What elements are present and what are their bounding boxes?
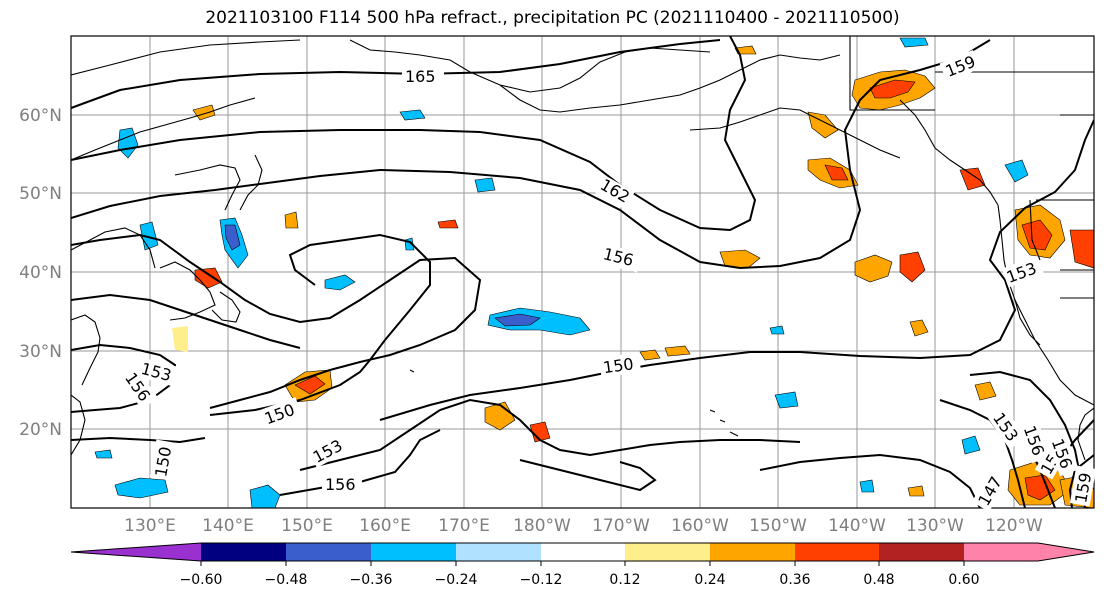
colorbar-swatch [795,543,879,561]
refractivity-contours [71,36,1094,508]
contour-labels: 165 162 159 156 153 150 153 156 150 153 … [119,49,1097,512]
colorbar-tick-label: 0.24 [694,572,725,588]
lon-label-150e: 150°E [281,516,333,536]
colorbar: −0.60 −0.48 −0.36 −0.24 −0.12 0.12 0.24 … [70,542,1095,588]
colorbar-swatch [201,543,286,561]
contour-label: 165 [405,67,436,86]
lon-label-160w: 160°W [671,516,729,536]
lat-label-40n: 40°N [19,263,62,283]
longitude-labels: 130°E 140°E 150°E 160°E 170°E 180°W 170°… [124,516,1043,536]
colorbar-swatch [879,543,964,561]
lon-label-140e: 140°E [202,516,254,536]
colorbar-tick-label: −0.48 [265,572,308,588]
lon-label-130e: 130°E [124,516,176,536]
contour-label: 150 [602,354,635,377]
lat-label-60n: 60°N [19,106,62,126]
lon-label-160e: 160°E [359,516,411,536]
lat-label-30n: 30°N [19,342,62,362]
colorbar-swatch [964,543,1038,561]
map-title: 2021103100 F114 500 hPa refract., precip… [205,8,900,28]
colorbar-swatch [625,543,710,561]
lat-label-20n: 20°N [19,420,62,440]
lon-label-130w: 130°W [906,516,964,536]
colorbar-extend-high [1038,543,1094,561]
colorbar-tick-label: −0.12 [520,572,563,588]
colorbar-tick-label: 0.48 [863,572,894,588]
colorbar-tick-label: −0.36 [350,572,393,588]
gridlines [71,36,1094,508]
colorbar-tick-label: 0.60 [948,572,979,588]
map-frame [70,35,1095,509]
lon-label-150w: 150°W [749,516,807,536]
latitude-labels: 20°N 30°N 40°N 50°N 60°N [19,106,62,440]
contour-label: 156 [325,475,356,494]
colorbar-swatch [710,543,795,561]
colorbar-tick-label: −0.60 [180,572,223,588]
colorbar-tick-label: 0.36 [779,572,810,588]
lon-label-170w: 170°W [592,516,650,536]
colorbar-swatch [371,543,456,561]
colorbar-swatch [541,543,625,561]
lon-label-140w: 140°W [828,516,886,536]
lat-label-50n: 50°N [19,184,62,204]
lon-label-170e: 170°E [438,516,490,536]
lon-label-180w: 180°W [513,516,571,536]
colorbar-swatch [286,543,371,561]
colorbar-tick-label: −0.24 [435,572,478,588]
lon-label-120w: 120°W [985,516,1043,536]
colorbar-swatch [456,543,541,561]
colorbar-tick-label: 0.12 [609,572,640,588]
colorbar-extend-low [71,543,201,561]
precipitation-shading [94,37,1094,508]
